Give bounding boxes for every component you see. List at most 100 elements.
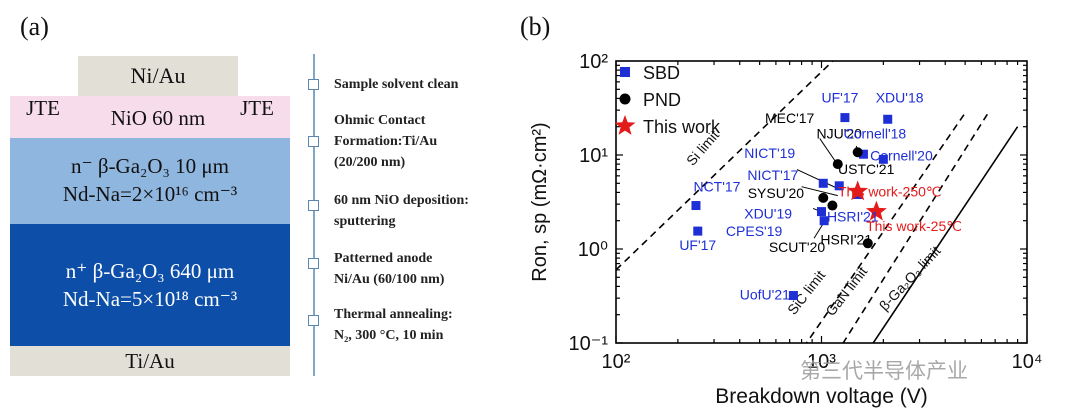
point-square-6 [834,181,844,191]
annotation-8: NICT'17 [747,167,798,183]
limit-line-0 [616,61,834,271]
x-tick-label-0: 10² [602,351,631,373]
step-4-marker [308,258,319,269]
point-square-7 [840,113,850,123]
substrate-line-1: n⁺ β-Ga₂O₃ 640 μm [65,259,235,283]
annotation-11: This work-250℃ [838,184,942,200]
step-3-line-2: sputtering [334,214,396,229]
point-square-3 [817,207,826,217]
point-square-0 [691,201,701,211]
step-5-line-2: N₂, 300 °C, 10 min [334,328,444,343]
pointer-line-3 [801,186,838,197]
annotation-2: MEC'17 [765,110,815,126]
drift-line-1: n⁻ β-Ga₂O₃ 10 μm [71,154,229,178]
point-square-9 [858,149,868,159]
y-tick-label-2: 10¹ [579,145,608,167]
step-1-marker [308,79,319,90]
step-3-text: 60 nm NiO deposition: sputtering [334,190,554,232]
step-2-line-1: Ohmic Contact [334,113,426,128]
panel-b-label: (b) [520,12,551,41]
y-axis-label: Ron, sp (mΩ·cm²) [529,122,551,281]
annotation-13: XDU'19 [744,206,792,222]
point-square-1 [693,226,703,236]
step-2-marker [308,136,319,147]
layer-top-contact: Ni/Au [78,56,238,96]
y-tick-label-3: 10² [579,51,608,73]
x-tick-label-1: 10³ [807,351,836,373]
legend-label-0: SBD [643,63,680,83]
point-square-2 [788,291,798,301]
bottom-contact-label: Ti/Au [125,349,175,373]
step-4-line-1: Patterned anode [334,251,433,266]
annotation-3: NJU'20 [817,125,863,141]
layer-top-contact-label: Ni/Au [130,63,186,88]
layer-jte-left: JTE [18,96,68,122]
point-square-5 [818,178,828,188]
annotation-0: UF'17 [822,90,859,106]
point-circle-2 [818,192,829,203]
step-4-text: Patterned anode Ni/Au (60/100 nm) [334,248,554,290]
y-tick-label-0: 10⁻¹ [569,333,609,355]
substrate-line-2: Nd-Na=5×10¹⁸ cm⁻³ [62,287,238,311]
step-2-line-2: Formation:Ti/Au [334,134,438,149]
step-4-line-2: Ni/Au (60/100 nm) [334,272,445,287]
layer-bottom-contact: Ti/Au [10,346,290,376]
step-5-text: Thermal annealing: N₂, 300 °C, 10 min [334,304,554,346]
jte-left-label: JTE [26,96,60,120]
point-circle-3 [827,200,838,211]
legend-marker-0 [620,67,630,77]
y-tick-label-1: 10⁰ [578,239,608,261]
drift-line-2: Nd-Na=2×10¹⁶ cm⁻³ [62,182,238,206]
watermark-text: 第三代半导体产业 [800,359,968,383]
step-2-line-3: (20/200 nm) [334,155,406,170]
limit-label-3: β-Ga₂O₃ limit [876,243,944,314]
layer-jte-right: JTE [232,96,282,122]
point-circle-0 [832,159,843,170]
point-square-4 [819,216,829,226]
pointer-line-0 [819,138,837,163]
jte-right-label: JTE [240,96,274,120]
layer-substrate: n⁺ β-Ga₂O₃ 640 μm Nd-Na=5×10¹⁸ cm⁻³ [10,224,290,346]
step-1-text: Sample solvent clean [334,74,554,95]
step-2-text: Ohmic Contact Formation:Ti/Au (20/200 nm… [334,110,554,173]
annotation-14: This work-25℃ [866,218,962,234]
annotation-5: NICT'19 [744,145,795,161]
annotation-12: HSRI'21 [827,209,879,225]
annotation-18: SCUT'20 [769,239,826,255]
point-circle-4 [862,238,873,249]
legend-label-2: This work [643,117,721,137]
nio-label: NiO 60 nm [110,106,206,130]
annotation-4: Cornell'18 [844,125,907,141]
point-circle-1 [852,147,863,158]
annotation-17: UF'17 [679,237,716,253]
legend-marker-2 [614,115,636,135]
annotation-7: Cornell'20 [870,148,933,164]
layer-nio-row [10,96,290,138]
limit-line-3 [872,126,1019,343]
legend-label-1: PND [643,90,681,110]
limit-line-2 [842,109,991,343]
x-tick-label-2: 10⁴ [1012,351,1043,373]
limit-lines [616,61,1019,343]
point-square-11 [883,114,893,124]
annotation-1: XDU'18 [876,90,924,106]
point-star-0 [847,180,869,201]
step-5-line-1: Thermal annealing: [334,307,453,322]
annotation-19: UofU'21 [740,287,790,303]
annotation-15: CPES'19 [726,223,783,239]
x-axis-label: Breakdown voltage (V) [715,385,927,408]
pointer-line-2 [796,169,838,189]
step-5-marker [308,315,319,326]
annotation-6: USTC'21 [838,161,895,177]
layer-nio: NiO 60 nm [78,100,238,136]
annotation-10: SYSU'20 [748,185,805,201]
panel-a-label: (a) [20,12,49,41]
point-square-10 [878,154,888,164]
annotation-9: NCT'17 [693,178,740,194]
step-3-line-1: 60 nm NiO deposition: [334,193,469,208]
step-1-line-1: Sample solvent clean [334,77,459,92]
limit-line-1 [805,112,966,343]
step-3-marker [308,200,319,211]
legend-marker-1 [619,93,631,105]
